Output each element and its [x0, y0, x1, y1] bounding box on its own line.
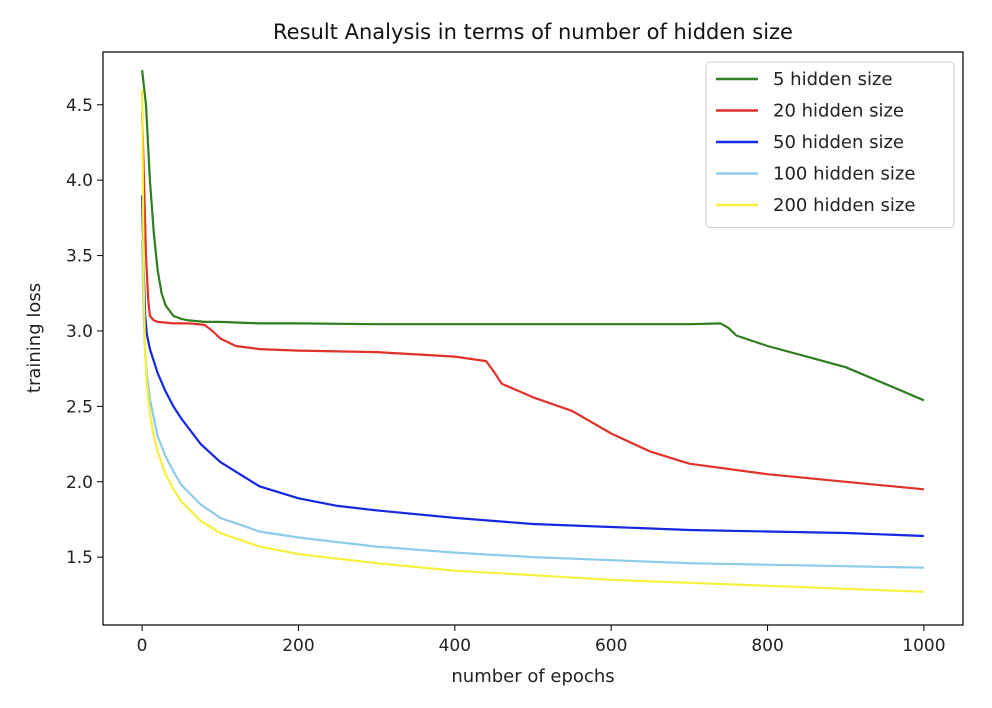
x-tick-label: 600 — [595, 636, 627, 656]
x-axis-label: number of epochs — [451, 666, 614, 687]
y-tick-label: 3.5 — [66, 247, 93, 267]
series-line-0 — [141, 69, 925, 402]
x-axis: 0 200 400 600 800 1000 — [137, 625, 946, 656]
y-tick-label: 4.0 — [66, 171, 93, 191]
series-line-2 — [141, 195, 924, 538]
plot-frame — [102, 51, 964, 626]
y-tick-label: 2.5 — [66, 397, 93, 417]
series-line-1 — [141, 112, 925, 491]
legend: 5 hidden size 20 hidden size 50 hidden siz… — [705, 61, 955, 228]
legend-label: 200 hidden size — [773, 195, 915, 216]
x-tick-label: 1000 — [902, 636, 945, 656]
legend-label: 20 hidden size — [773, 101, 904, 122]
x-tick-label: 0 — [137, 636, 148, 656]
x-tick-label: 800 — [751, 636, 783, 656]
y-tick-label: 4.5 — [66, 96, 93, 116]
series-line-4 — [141, 89, 924, 593]
x-tick-label: 200 — [282, 636, 314, 656]
y-tick-label: 2.0 — [66, 473, 93, 493]
legend-label: 100 hidden size — [773, 164, 915, 185]
y-axis-label: training loss — [24, 283, 45, 393]
plot-area — [141, 69, 925, 593]
y-tick-label: 1.5 — [66, 548, 93, 568]
chart-title: Result Analysis in terms of number of hi… — [273, 20, 793, 44]
x-tick-label: 400 — [439, 636, 471, 656]
legend-box — [705, 61, 955, 228]
y-axis: 1.5 2.0 2.5 3.0 3.5 4.0 4.5 — [66, 96, 103, 568]
y-tick-label: 3.0 — [66, 322, 93, 342]
legend-label: 5 hidden size — [773, 69, 893, 90]
series-line-3 — [141, 240, 924, 569]
legend-label: 50 hidden size — [773, 132, 904, 153]
